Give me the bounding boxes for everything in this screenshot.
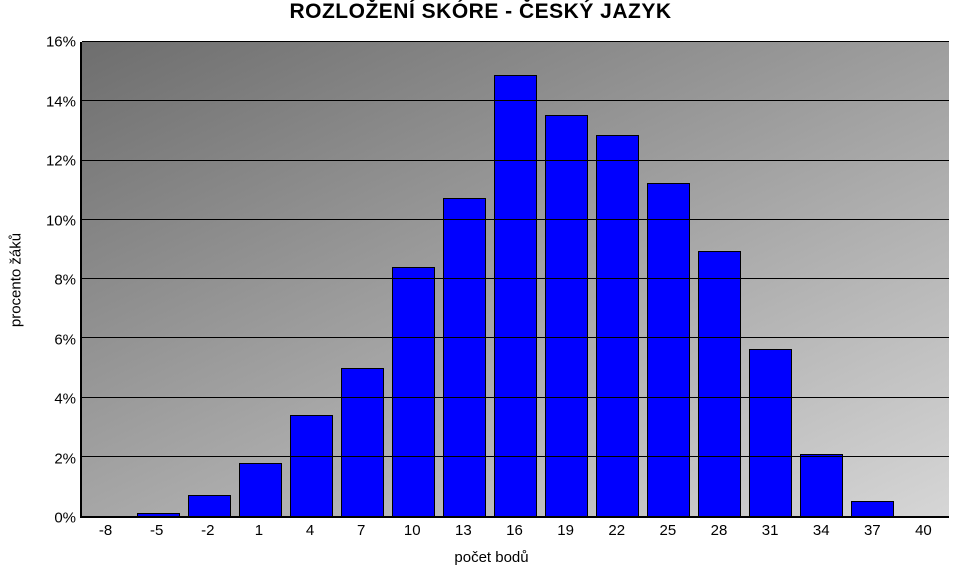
gridline — [82, 41, 949, 42]
bar — [239, 463, 282, 516]
bar — [647, 183, 690, 516]
plot-area-outer: procento žáků 0%2%4%6%8%10%12%14%16% -8-… — [34, 42, 949, 518]
bar — [341, 368, 384, 516]
x-tick-label: -5 — [150, 522, 163, 539]
x-tick-label: 19 — [557, 522, 574, 539]
x-tick-label: 4 — [306, 522, 314, 539]
y-tick-label: 12% — [46, 153, 76, 170]
x-tick-label: 25 — [660, 522, 677, 539]
y-tick-label: 16% — [46, 34, 76, 51]
bar — [494, 75, 537, 516]
y-tick-label: 14% — [46, 93, 76, 110]
bar — [851, 501, 894, 516]
bar — [290, 415, 333, 516]
bar — [392, 267, 435, 516]
x-tick-label: -8 — [99, 522, 112, 539]
bar — [698, 251, 741, 516]
gridline — [82, 456, 949, 457]
bar — [137, 513, 180, 516]
x-tick-label: 40 — [915, 522, 932, 539]
bar — [749, 349, 792, 516]
y-axis-title: procento žáků — [8, 233, 25, 327]
plot-area — [80, 42, 949, 518]
chart-container: ROZLOŽENÍ SKÓRE - ČESKÝ JAZYK procento ž… — [0, 0, 961, 582]
x-tick-label: -2 — [201, 522, 214, 539]
bar — [596, 135, 639, 516]
gridline — [82, 219, 949, 220]
y-tick-label: 8% — [54, 272, 76, 289]
x-tick-label: 28 — [711, 522, 728, 539]
gridline — [82, 278, 949, 279]
chart-title: ROZLOŽENÍ SKÓRE - ČESKÝ JAZYK — [0, 0, 961, 24]
y-tick-label: 2% — [54, 450, 76, 467]
gridline — [82, 160, 949, 161]
x-tick-label: 7 — [357, 522, 365, 539]
gridline — [82, 337, 949, 338]
x-tick-label: 13 — [455, 522, 472, 539]
x-tick-label: 34 — [813, 522, 830, 539]
y-tick-label: 0% — [54, 510, 76, 527]
x-tick-label: 31 — [762, 522, 779, 539]
bar — [800, 454, 843, 516]
bars-layer — [82, 42, 949, 516]
bar — [188, 495, 231, 516]
x-axis-title: počet bodů — [454, 549, 528, 566]
y-axis: 0%2%4%6%8%10%12%14%16% — [34, 42, 80, 518]
x-tick-label: 22 — [608, 522, 625, 539]
x-tick-label: 37 — [864, 522, 881, 539]
gridline — [82, 397, 949, 398]
x-tick-label: 16 — [506, 522, 523, 539]
x-tick-label: 1 — [255, 522, 263, 539]
x-tick-label: 10 — [404, 522, 421, 539]
y-tick-label: 10% — [46, 212, 76, 229]
gridline — [82, 100, 949, 101]
bar — [443, 198, 486, 516]
y-tick-label: 6% — [54, 331, 76, 348]
x-axis: -8 -5 -2 1 4 7 10 13 16 19 22 25 28 31 34 37 40 — [80, 518, 949, 542]
y-tick-label: 4% — [54, 391, 76, 408]
